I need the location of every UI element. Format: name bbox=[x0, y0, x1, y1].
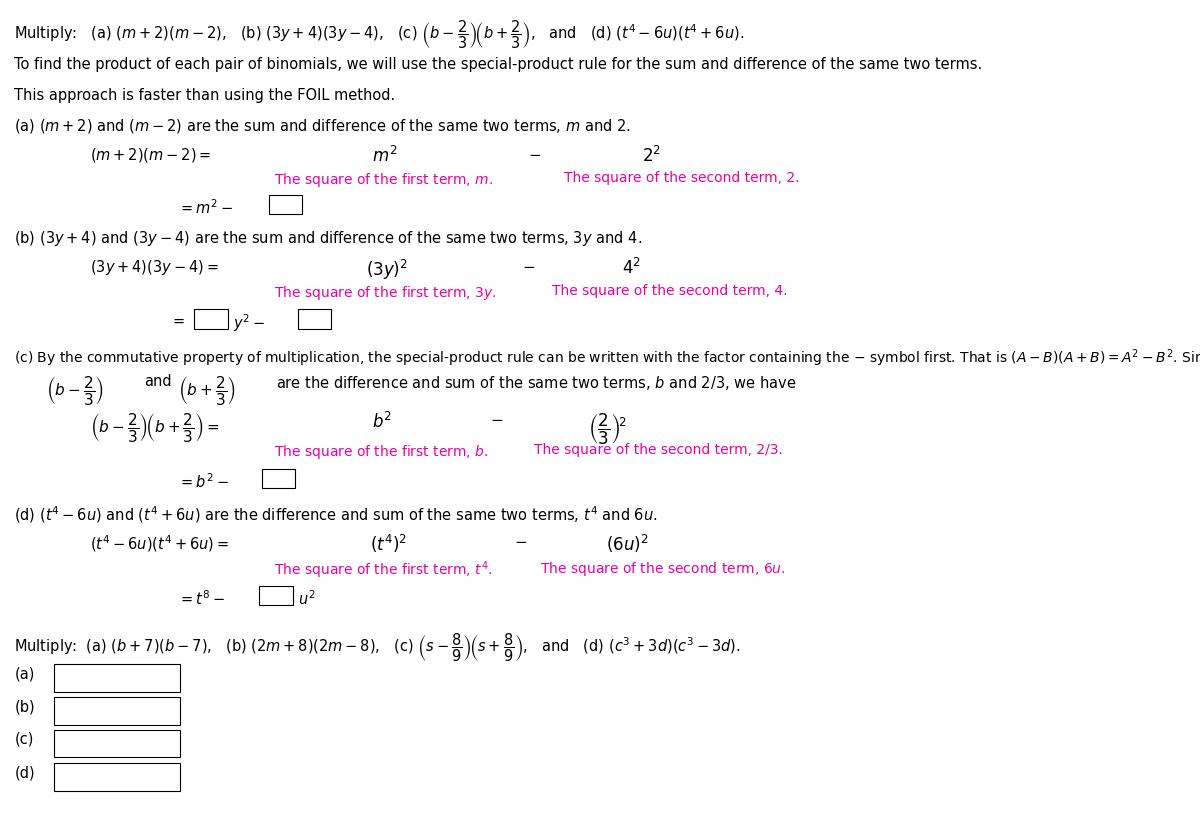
Text: Multiply:  (a) $(b + 7)(b - 7)$,   (b) $(2m + 8)(2m - 8)$,   (c) $\left(s - \dfr: Multiply: (a) $(b + 7)(b - 7)$, (b) $(2m… bbox=[14, 631, 742, 664]
Text: $y^2 -$: $y^2 -$ bbox=[233, 312, 265, 335]
Text: $(3y + 4)(3y - 4) =$: $(3y + 4)(3y - 4) =$ bbox=[90, 258, 218, 276]
FancyBboxPatch shape bbox=[298, 309, 331, 329]
Text: $-$: $-$ bbox=[514, 533, 527, 548]
Text: $\left(b - \dfrac{2}{3}\right)\!\left(b + \dfrac{2}{3}\right) =$: $\left(b - \dfrac{2}{3}\right)\!\left(b … bbox=[90, 411, 220, 444]
Text: $-$: $-$ bbox=[490, 411, 503, 426]
FancyBboxPatch shape bbox=[54, 730, 180, 757]
Text: $= m^2 -$: $= m^2 -$ bbox=[178, 198, 233, 217]
FancyBboxPatch shape bbox=[54, 664, 180, 692]
Text: (c) By the commutative property of multiplication, the special-product rule can : (c) By the commutative property of multi… bbox=[14, 348, 1200, 369]
Text: $-$: $-$ bbox=[522, 258, 535, 272]
Text: are the difference and sum of the same two terms, $b$ and $2/3$, we have: are the difference and sum of the same t… bbox=[276, 374, 797, 392]
FancyBboxPatch shape bbox=[194, 309, 228, 329]
Text: (a): (a) bbox=[14, 667, 35, 681]
Text: Multiply:   (a) $(m + 2)(m - 2)$,   (b) $(3y + 4)(3y - 4)$,   (c) $\left(b - \df: Multiply: (a) $(m + 2)(m - 2)$, (b) $(3y… bbox=[14, 19, 745, 52]
Text: The square of the first term, $t^4$.: The square of the first term, $t^4$. bbox=[274, 560, 492, 581]
Text: The square of the first term, $m$.: The square of the first term, $m$. bbox=[274, 171, 493, 189]
FancyBboxPatch shape bbox=[54, 763, 180, 791]
Text: $=$: $=$ bbox=[170, 312, 186, 327]
Text: $= b^2 -$: $= b^2 -$ bbox=[178, 472, 228, 491]
Text: $u^2$: $u^2$ bbox=[298, 589, 314, 608]
Text: To find the product of each pair of binomials, we will use the special-product r: To find the product of each pair of bino… bbox=[14, 57, 983, 72]
Text: $(t^4 - 6u)(t^4 + 6u) =$: $(t^4 - 6u)(t^4 + 6u) =$ bbox=[90, 533, 229, 554]
Text: $(3y)^2$: $(3y)^2$ bbox=[366, 258, 408, 281]
FancyBboxPatch shape bbox=[259, 586, 293, 605]
Text: This approach is faster than using the FOIL method.: This approach is faster than using the F… bbox=[14, 88, 396, 102]
Text: The square of the second term, $6u$.: The square of the second term, $6u$. bbox=[540, 560, 786, 578]
Text: $\left(b + \dfrac{2}{3}\right)$: $\left(b + \dfrac{2}{3}\right)$ bbox=[178, 374, 235, 407]
Text: (b) $(3y + 4)$ and $(3y - 4)$ are the sum and difference of the same two terms, : (b) $(3y + 4)$ and $(3y - 4)$ are the su… bbox=[14, 229, 642, 248]
Text: The square of the second term, 2.: The square of the second term, 2. bbox=[564, 171, 799, 185]
Text: and: and bbox=[144, 374, 172, 389]
Text: $(m + 2)(m - 2) =$: $(m + 2)(m - 2) =$ bbox=[90, 146, 211, 164]
Text: $\left(\dfrac{2}{3}\right)^{\!2}$: $\left(\dfrac{2}{3}\right)^{\!2}$ bbox=[588, 411, 626, 447]
Text: (a) $(m + 2)$ and $(m - 2)$ are the sum and difference of the same two terms, $m: (a) $(m + 2)$ and $(m - 2)$ are the sum … bbox=[14, 117, 631, 135]
Text: (b): (b) bbox=[14, 699, 35, 714]
Text: The square of the first term, $b$.: The square of the first term, $b$. bbox=[274, 443, 488, 461]
FancyBboxPatch shape bbox=[269, 195, 302, 214]
Text: $-$: $-$ bbox=[528, 146, 541, 160]
Text: $= t^8 -$: $= t^8 -$ bbox=[178, 589, 226, 608]
Text: (d) $(t^4 - 6u)$ and $(t^4 + 6u)$ are the difference and sum of the same two ter: (d) $(t^4 - 6u)$ and $(t^4 + 6u)$ are th… bbox=[14, 505, 658, 525]
Text: $m^2$: $m^2$ bbox=[372, 146, 397, 166]
FancyBboxPatch shape bbox=[262, 469, 295, 488]
Text: $\left(b - \dfrac{2}{3}\right)$: $\left(b - \dfrac{2}{3}\right)$ bbox=[46, 374, 103, 407]
Text: The square of the second term, 2/3.: The square of the second term, 2/3. bbox=[534, 443, 782, 457]
Text: The square of the second term, 4.: The square of the second term, 4. bbox=[552, 284, 787, 298]
FancyBboxPatch shape bbox=[54, 697, 180, 725]
Text: $4^2$: $4^2$ bbox=[622, 258, 641, 278]
Text: The square of the first term, $3y$.: The square of the first term, $3y$. bbox=[274, 284, 497, 302]
Text: $(t^4)^2$: $(t^4)^2$ bbox=[370, 533, 407, 555]
Text: (d): (d) bbox=[14, 766, 35, 780]
Text: (c): (c) bbox=[14, 732, 34, 747]
Text: $(6u)^2$: $(6u)^2$ bbox=[606, 533, 648, 555]
Text: $2^2$: $2^2$ bbox=[642, 146, 661, 166]
Text: $b^2$: $b^2$ bbox=[372, 411, 392, 432]
